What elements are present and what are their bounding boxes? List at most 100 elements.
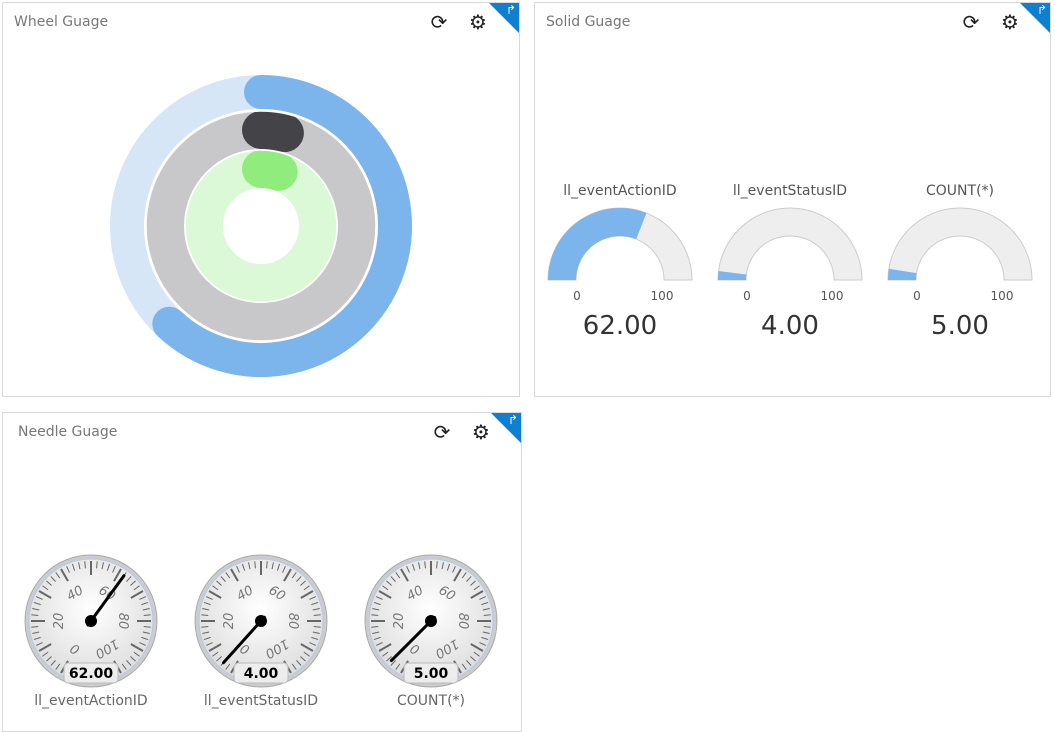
needle-gauge-tick: [282, 565, 286, 573]
expand-icon[interactable]: ↱: [489, 3, 519, 33]
needle-gauge-pivot: [85, 615, 97, 627]
needle-gauge-tick: [303, 585, 310, 591]
needle-gauge-tick: [395, 572, 401, 579]
needle-gauge-tick: [205, 596, 213, 600]
needle-gauge-tick: [31, 614, 39, 616]
needle-gauge-value: 4.00: [244, 666, 279, 682]
needle-gauge-tick: [418, 562, 421, 570]
needle-gauge-value-box: [403, 662, 459, 684]
needle-gauge-pivot: [425, 615, 437, 627]
needle-gauge-tick: [291, 663, 297, 670]
refresh-icon[interactable]: ⟳: [962, 10, 980, 34]
gauge-label: ll_eventActionID: [34, 693, 147, 709]
needle-gauge-tick: [473, 585, 480, 591]
refresh-icon[interactable]: ⟳: [430, 10, 448, 34]
wheel-ring-value: [242, 111, 304, 153]
needle-gauge-tick: [46, 656, 52, 662]
needle-gauge-tick: [266, 561, 268, 569]
needle-gauge-tick-label: 20: [52, 613, 67, 630]
gauge-max-label: 100: [821, 289, 844, 303]
panel-title: Solid Guage: [546, 14, 631, 30]
needle-gauge-tick: [371, 626, 379, 628]
needle-gauge-tick: [482, 631, 490, 634]
needle-gauge-value: 5.00: [414, 666, 449, 682]
needle-gauge-tick: [283, 568, 292, 582]
needle-gauge-tick-label: 20: [392, 613, 407, 630]
needle-gauge-tick: [390, 660, 396, 666]
needle-gauge-tick: [441, 562, 444, 570]
needle-gauge-tick: [483, 626, 491, 628]
needle-gauge-tick: [481, 636, 489, 641]
needle-gauge-tick: [202, 631, 210, 634]
gauge-max-label: 100: [991, 289, 1014, 303]
needle-gauge-tick: [300, 590, 314, 599]
needle-gauge-tick: [50, 576, 56, 582]
needle-gauge-tick: [241, 563, 246, 571]
wheel-ring-value: [242, 150, 298, 191]
gauge-label: COUNT(*): [397, 693, 465, 709]
needle-gauge-tick: [470, 643, 484, 652]
needle-gauge-tick: [201, 614, 209, 616]
solid-gauge-value: [718, 270, 747, 280]
needle-gauge-tick: [35, 596, 43, 600]
gauge-label: ll_eventStatusID: [204, 693, 318, 709]
needle-gauge-tick: [461, 572, 467, 579]
panel-title: Needle Guage: [18, 424, 118, 440]
gear-icon[interactable]: ⚙: [1001, 10, 1019, 34]
needle-gauge-tick: [42, 585, 49, 591]
expand-icon[interactable]: ↱: [491, 413, 521, 443]
gauge-label: ll_eventStatusID: [733, 183, 847, 199]
needle-gauge-tick: [309, 642, 317, 646]
needle-gauge-tick: [141, 601, 149, 606]
needle-gauge-tick-label: 40: [234, 583, 256, 604]
wheel-ring-value: [152, 75, 412, 377]
needle-gauge-tick: [452, 565, 456, 573]
refresh-icon[interactable]: ⟳: [433, 420, 451, 444]
needle-gauge-tick: [236, 565, 240, 573]
needle-gauge-tick: [386, 580, 392, 586]
needle-gauge-tick: [32, 631, 40, 634]
needle-gauge-tick: [424, 561, 426, 569]
needle-gauge-tick: [126, 660, 132, 666]
needle-gauge-tick: [372, 608, 380, 611]
needle-gauge-tick: [38, 643, 52, 652]
needle-gauge-tick: [411, 563, 416, 571]
needle-gauge-tick: [212, 585, 219, 591]
needle-gauge-tick: [230, 568, 239, 582]
needle-gauge-tick: [35, 642, 43, 646]
wheel-gauge-chart: [110, 75, 412, 377]
expand-icon[interactable]: ↱: [1020, 3, 1050, 33]
needle-gauge-tick: [225, 663, 231, 670]
gauge-value: 62.00: [583, 311, 657, 341]
needle-gauge-tick: [390, 576, 396, 582]
needle-gauge-tick: [142, 631, 150, 634]
gear-icon[interactable]: ⚙: [472, 420, 490, 444]
needle-gauge-tick-label: 80: [455, 613, 470, 630]
needle-gauge-tick: [313, 626, 321, 628]
needle-gauge-tick: [311, 636, 319, 641]
needle-gauge-tick: [112, 565, 116, 573]
needle-gauge-tick: [470, 580, 476, 586]
needle-gauge-tick: [470, 656, 476, 662]
needle-gauge-tick: [271, 562, 274, 570]
needle-gauge-pivot: [255, 615, 267, 627]
needle-gauge-tick-label: 20: [222, 613, 237, 630]
needle-gauge-tick: [139, 642, 147, 646]
gear-icon[interactable]: ⚙: [469, 10, 487, 34]
wheel-gauge-panel: Wheel Guage ⟳ ⚙ ↱: [2, 2, 520, 397]
needle-gauge-tick: [38, 590, 52, 599]
needle-gauge-tick: [483, 614, 491, 616]
needle-gauge-tick: [202, 608, 210, 611]
needle-gauge-tick-label: 60: [436, 583, 458, 604]
needle-gauge-value-box: [63, 662, 119, 684]
needle-gauge-tick: [143, 614, 151, 616]
needle-gauge-tick: [386, 656, 392, 662]
needle-gauge-tick: [55, 572, 61, 579]
needle-gauge-tick: [84, 561, 86, 569]
needle-gauge-tick: [130, 656, 136, 662]
needle-gauge-tick: [96, 561, 98, 569]
needle-gauge-tick: [371, 614, 379, 616]
needle-gauge-tick: [71, 563, 76, 571]
needle-gauge-tick: [378, 643, 392, 652]
gauge-min-label: 0: [573, 289, 581, 303]
